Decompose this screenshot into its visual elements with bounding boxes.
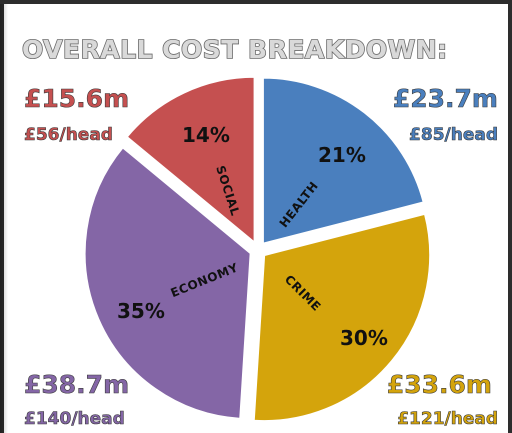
social-percent-label: 14% [182,123,230,147]
health-per-head: £85/head [409,125,498,145]
social-per-head: £56/head [24,125,113,145]
pie-slice-economy [83,145,252,420]
health-amount: £23.7m [393,84,498,113]
pie-slices [83,75,432,423]
pie-slice-health [261,76,425,245]
pie-slice-crime [252,212,432,423]
crime-per-head: £121/head [397,409,498,429]
economy-per-head: £140/head [24,409,125,429]
chart-title: OVERALL COST BREAKDOWN: [22,35,448,64]
health-percent-label: 21% [318,143,366,167]
crime-percent-label: 30% [340,326,388,350]
economy-percent-label: 35% [117,299,165,323]
social-amount: £15.6m [24,84,129,113]
crime-amount: £33.6m [387,370,492,399]
economy-amount: £38.7m [24,370,129,399]
frame-shadow [0,4,8,433]
pie-slice-social [125,75,256,245]
